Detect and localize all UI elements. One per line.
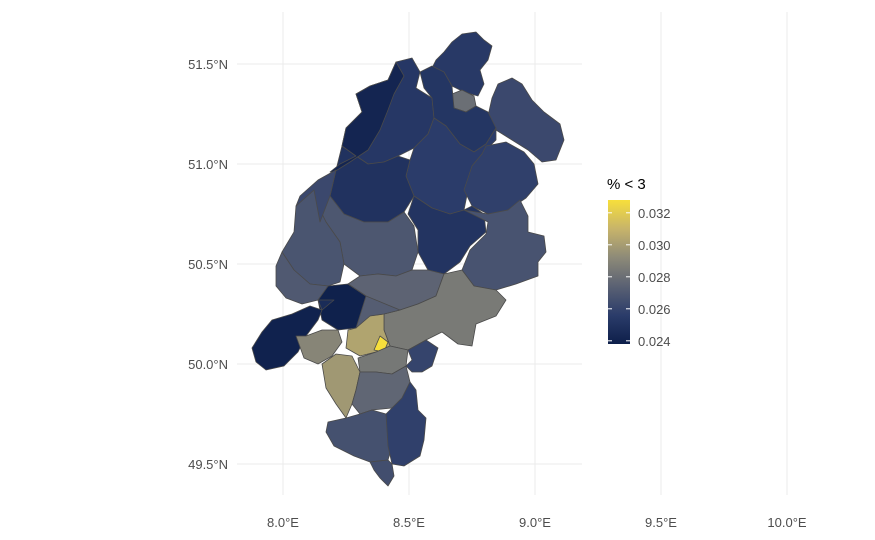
district-region (317, 299, 335, 311)
y-tick-label: 50.0°N (188, 357, 228, 372)
district-region (275, 251, 329, 305)
y-tick-label: 51.0°N (188, 157, 228, 172)
district-region (369, 459, 395, 487)
legend: % < 3 0.024 0.026 0.028 0.030 0.032 (607, 176, 671, 349)
district-region (295, 169, 337, 223)
x-tick-label: 8.0°E (267, 515, 299, 530)
district-region (321, 353, 361, 419)
district-region (329, 61, 405, 173)
y-tick-label: 49.5°N (188, 457, 228, 472)
legend-tick-label: 0.032 (638, 206, 671, 221)
legend-tick-label: 0.030 (638, 238, 671, 253)
districts (251, 31, 565, 487)
district-region (407, 195, 487, 275)
x-tick-label: 9.0°E (519, 515, 551, 530)
legend-tick-label: 0.026 (638, 302, 671, 317)
legend-colorbar (608, 200, 630, 344)
district-region (325, 409, 393, 463)
district-region (461, 199, 547, 291)
district-region (405, 339, 439, 373)
district-region (251, 305, 323, 371)
district-region (347, 283, 401, 329)
x-tick-label: 10.0°E (767, 515, 807, 530)
legend-tick-label: 0.028 (638, 270, 671, 285)
legend-tick-label: 0.024 (638, 334, 671, 349)
y-tick-label: 50.5°N (188, 257, 228, 272)
axis-labels: 8.0°E 8.5°E 9.0°E 9.5°E 10.0°E 49.5°N 50.0°N 50… (188, 57, 807, 530)
x-tick-label: 8.5°E (393, 515, 425, 530)
y-tick-label: 51.5°N (188, 57, 228, 72)
legend-title: % < 3 (607, 176, 646, 193)
district-region (295, 329, 343, 365)
x-tick-label: 9.5°E (645, 515, 677, 530)
district-region (385, 381, 427, 467)
